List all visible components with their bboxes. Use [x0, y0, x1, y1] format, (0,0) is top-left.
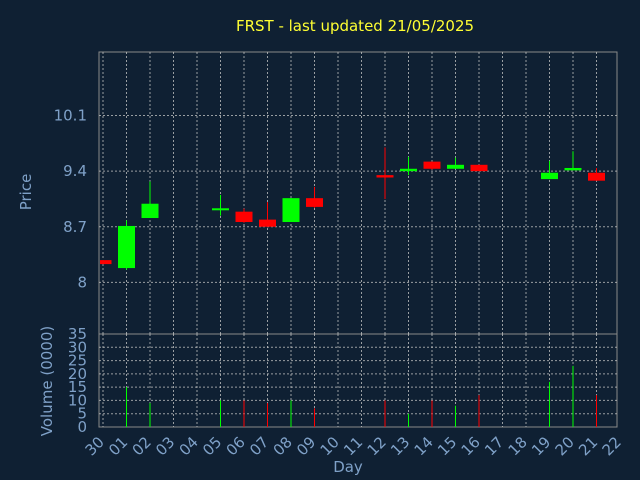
x-tick-label: 06 — [223, 433, 249, 459]
price-tick-label: 8 — [77, 273, 87, 291]
x-tick-label: 21 — [575, 433, 601, 459]
volume-tick-label: 10 — [68, 391, 87, 409]
volume-tick-label: 20 — [68, 365, 87, 383]
x-tick-label: 05 — [199, 433, 225, 459]
candle-body — [470, 164, 488, 172]
x-tick-label: 18 — [505, 433, 531, 459]
price-axis-label: Price — [17, 174, 35, 211]
x-tick-label: 04 — [176, 433, 202, 459]
price-tick-label: 9.4 — [63, 162, 87, 180]
volume-tick-label: 0 — [77, 418, 87, 436]
candle-body — [541, 172, 558, 180]
price-panel — [98, 51, 618, 335]
candle-body — [141, 203, 159, 219]
candle-body — [282, 198, 300, 222]
volume-tick-label: 30 — [68, 338, 87, 356]
x-tick-label: 02 — [129, 433, 155, 459]
volume-tick-label: 35 — [68, 325, 87, 343]
x-tick-label: 17 — [481, 433, 507, 459]
price-panel-frame — [98, 51, 618, 335]
x-tick-label: 16 — [458, 433, 484, 459]
x-tick-label: 09 — [293, 433, 319, 459]
candle-body — [564, 167, 582, 171]
x-tick-label: 07 — [246, 433, 272, 459]
candle-body — [118, 225, 135, 269]
volume-panel-frame — [98, 333, 618, 428]
candle-body — [235, 211, 253, 222]
candle-body — [588, 172, 605, 181]
volume-axis-label: Volume (0000) — [38, 326, 56, 436]
candle-body — [306, 198, 323, 207]
x-tick-label: 12 — [364, 433, 390, 459]
volume-tick-label: 25 — [68, 352, 87, 370]
volume-panel — [98, 333, 618, 428]
x-tick-label: 13 — [387, 433, 413, 459]
candle-body — [423, 161, 441, 169]
chart-title: FRST - last updated 21/05/2025 — [236, 17, 474, 35]
x-tick-label: 10 — [317, 433, 343, 459]
candle-body — [259, 219, 276, 227]
x-tick-label: 01 — [105, 433, 131, 459]
x-tick-label: 20 — [552, 433, 578, 459]
x-axis-label: Day — [333, 458, 363, 476]
candle-body — [100, 260, 112, 265]
candle-body — [400, 168, 417, 172]
x-tick-label: 15 — [434, 433, 460, 459]
x-tick-label: 11 — [340, 433, 366, 459]
x-tick-label: 03 — [152, 433, 178, 459]
price-tick-label: 10.1 — [54, 107, 87, 125]
volume-tick-label: 5 — [77, 405, 87, 423]
candle-body — [212, 208, 229, 211]
candle-body — [447, 164, 464, 169]
x-tick-label: 19 — [528, 433, 554, 459]
volume-tick-label: 15 — [68, 378, 87, 396]
x-tick-label: 08 — [270, 433, 296, 459]
x-tick-label: 22 — [599, 433, 625, 459]
price-tick-label: 8.7 — [63, 218, 87, 236]
candle-body — [376, 175, 394, 178]
x-tick-label: 30 — [82, 433, 108, 459]
x-tick-label: 14 — [411, 433, 437, 459]
